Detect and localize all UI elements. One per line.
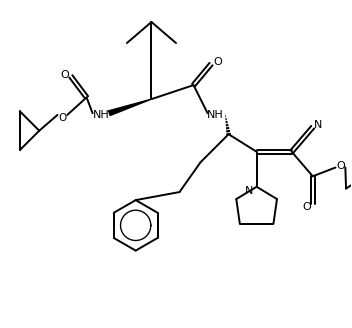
Text: NH: NH [93, 110, 110, 120]
Text: O: O [213, 57, 222, 67]
Text: O: O [337, 161, 345, 171]
Text: N: N [314, 120, 322, 131]
Text: O: O [58, 113, 66, 123]
Polygon shape [109, 99, 151, 115]
Text: O: O [302, 202, 311, 212]
Text: NH: NH [207, 110, 224, 120]
Text: O: O [60, 70, 69, 80]
Text: N: N [245, 186, 253, 196]
